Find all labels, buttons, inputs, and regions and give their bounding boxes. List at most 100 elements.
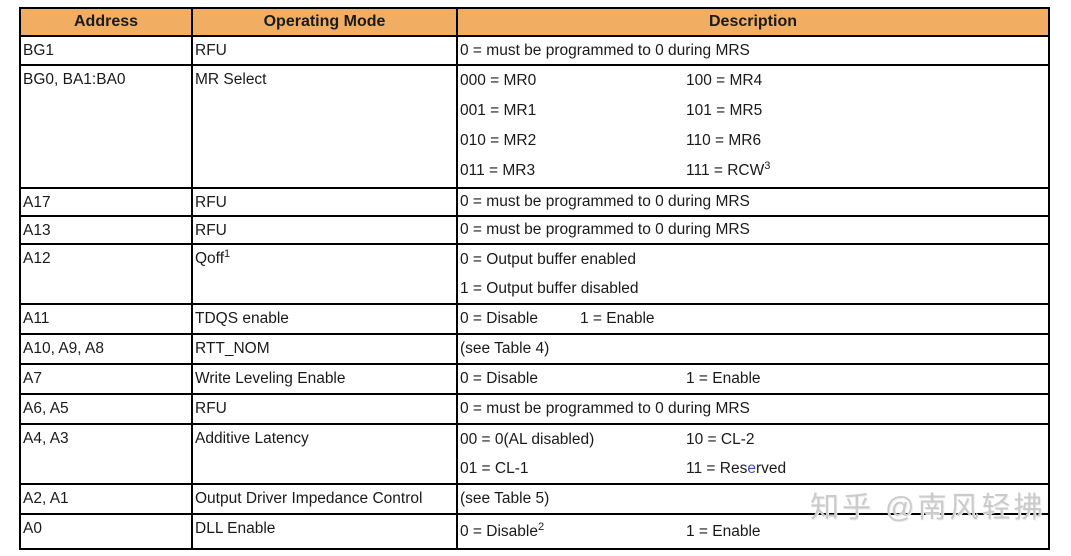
operating-mode-cell: RFU (193, 395, 458, 423)
description-text: 1 = Enable (580, 310, 655, 327)
address-cell: A17 (21, 189, 193, 215)
description-text: (see Table 5) (460, 490, 549, 507)
text-segment: MR Select (195, 71, 267, 88)
description-line: 0 = must be programmed to 0 during MRS (458, 395, 1048, 423)
text-segment: 0 = Disable (460, 310, 538, 327)
description-text: 010 = MR2 (460, 126, 686, 156)
description-text: 001 = MR1 (460, 96, 686, 126)
table-row: A12 Qoff1 0 = Output buffer enabled 1 = Out… (21, 245, 1048, 305)
operating-mode-cell: RTT_NOM (193, 335, 458, 363)
text-segment: 0 = must be programmed to 0 during MRS (460, 42, 750, 59)
description-line: 0 = must be programmed to 0 during MRS (458, 217, 1048, 243)
operating-mode-cell: MR Select (193, 66, 458, 187)
text-segment: (see Table 4) (460, 340, 550, 357)
table-row: A4, A3 Additive Latency 00 = 0(AL disabled… (21, 425, 1048, 485)
table-row: A13 RFU 0 = must be programmed to 0 during… (21, 217, 1048, 245)
table-row: A17 RFU 0 = must be programmed to 0 during… (21, 189, 1048, 217)
text-segment: 111 = RCW (686, 162, 765, 179)
text-segment: 0 = must be programmed to 0 during MRS (460, 193, 750, 210)
text-segment: 100 = MR4 (686, 72, 763, 89)
text-segment: 11 = Res (686, 460, 748, 477)
description-text: 01 = CL-1 (460, 454, 686, 483)
text-segment: 000 = MR0 (460, 72, 537, 89)
description-text: 0 = Disable (460, 365, 686, 393)
table-row: BG0, BA1:BA0 MR Select 000 = MR0 100 = MR4 0… (21, 66, 1048, 189)
table-row: A2, A1 Output Driver Impedance Control (se… (21, 485, 1048, 515)
text-segment: 1 = Enable (686, 370, 761, 387)
description-cell: 0 = Output buffer enabled 1 = Output buff… (458, 245, 1048, 303)
text-segment: 0 = Disable (460, 523, 538, 540)
text-segment: 01 = CL-1 (460, 460, 529, 477)
description-cell: 0 = must be programmed to 0 during MRS (458, 189, 1048, 215)
superscript-note: 3 (764, 159, 771, 172)
address-cell: A0 (21, 515, 193, 548)
table-row: BG1 RFU 0 = must be programmed to 0 during… (21, 37, 1048, 66)
description-cell: 00 = 0(AL disabled) 10 = CL-2 01 = CL-1 11 … (458, 425, 1048, 483)
description-text: 0 = Disable (460, 305, 580, 333)
description-cell: 0 = Disable 1 = Enable (458, 305, 1048, 333)
address-cell: A2, A1 (21, 485, 193, 513)
description-line: (see Table 4) (458, 335, 1048, 363)
table-row: A10, A9, A8 RTT_NOM (see Table 4) (21, 335, 1048, 365)
text-segment: RFU (195, 42, 227, 59)
description-line: 0 = must be programmed to 0 during MRS (458, 37, 1048, 64)
text-segment: 0 = Output buffer enabled (460, 251, 636, 268)
text-segment: Write Leveling Enable (195, 370, 346, 387)
address-cell: A4, A3 (21, 425, 193, 483)
column-header-address: Address (21, 9, 193, 35)
text-segment: 1 = Enable (580, 310, 655, 327)
description-text: 0 = Disable2 (460, 515, 686, 548)
table-row: A7 Write Leveling Enable 0 = Disable 1 = En… (21, 365, 1048, 395)
description-line: 00 = 0(AL disabled) 10 = CL-2 (458, 425, 1048, 454)
operating-mode-cell: RFU (193, 189, 458, 215)
address-cell: A12 (21, 245, 193, 303)
description-text: 0 = must be programmed to 0 during MRS (460, 221, 750, 238)
operating-mode-cell: Qoff1 (193, 245, 458, 303)
text-segment: Qoff (195, 250, 225, 267)
description-text: 00 = 0(AL disabled) (460, 425, 686, 454)
address-cell: A11 (21, 305, 193, 333)
description-text: 101 = MR5 (686, 102, 762, 119)
description-line: 011 = MR3 111 = RCW3 (458, 156, 1048, 186)
address-cell: A6, A5 (21, 395, 193, 423)
table-row: A0 DLL Enable 0 = Disable2 1 = Enable (21, 515, 1048, 548)
text-segment: RFU (195, 222, 227, 239)
description-cell: 0 = must be programmed to 0 during MRS (458, 395, 1048, 423)
table-row: A11 TDQS enable 0 = Disable 1 = Enable (21, 305, 1048, 335)
description-text: 1 = Enable (686, 370, 761, 387)
description-text: 1 = Output buffer disabled (460, 280, 639, 297)
description-text: 10 = CL-2 (686, 431, 755, 448)
description-line: 010 = MR2 110 = MR6 (458, 126, 1048, 156)
description-line: 01 = CL-1 11 = Reserved (458, 454, 1048, 483)
description-text: 100 = MR4 (686, 72, 762, 89)
address-cell: A13 (21, 217, 193, 243)
text-segment: 011 = MR3 (460, 162, 536, 179)
description-cell: (see Table 5) (458, 485, 1048, 513)
text-segment: TDQS enable (195, 310, 289, 327)
description-cell: 0 = Disable2 1 = Enable (458, 515, 1048, 548)
address-cell: BG1 (21, 37, 193, 64)
column-header-operating-mode: Operating Mode (193, 9, 458, 35)
text-segment: 1 = Enable (686, 523, 761, 540)
description-text: 011 = MR3 (460, 156, 686, 186)
address-cell: A10, A9, A8 (21, 335, 193, 363)
description-cell: 0 = must be programmed to 0 during MRS (458, 217, 1048, 243)
description-cell: (see Table 4) (458, 335, 1048, 363)
text-segment: 0 = must be programmed to 0 during MRS (460, 400, 750, 417)
text-segment: Additive Latency (195, 430, 309, 447)
text-segment: DLL Enable (195, 520, 276, 537)
text-segment: RFU (195, 194, 227, 211)
text-segment: 010 = MR2 (460, 132, 537, 149)
text-segment: RFU (195, 400, 227, 417)
text-segment: rved (755, 460, 787, 477)
description-line: 001 = MR1 101 = MR5 (458, 96, 1048, 126)
text-segment: 001 = MR1 (460, 102, 537, 119)
column-header-description: Description (708, 13, 797, 30)
description-line: 0 = Disable 1 = Enable (458, 365, 1048, 393)
table-body: BG1 RFU 0 = must be programmed to 0 during… (21, 37, 1048, 548)
text-segment: Output Driver Impedance Control (195, 490, 423, 507)
description-text: 110 = MR6 (686, 132, 761, 149)
operating-mode-cell: RFU (193, 217, 458, 243)
address-cell: BG0, BA1:BA0 (21, 66, 193, 187)
watermark: 知乎 @南风轻拂 (810, 492, 1046, 524)
